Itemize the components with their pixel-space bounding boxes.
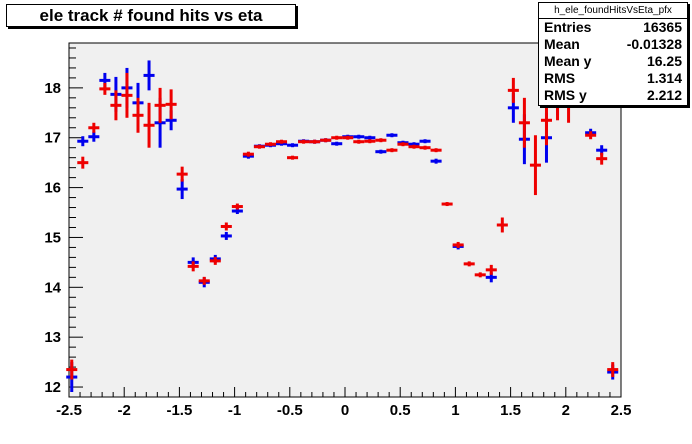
stats-value: 1.314 bbox=[646, 70, 682, 86]
data-point bbox=[264, 142, 276, 147]
data-point bbox=[430, 158, 442, 164]
data-point bbox=[419, 145, 431, 150]
stats-label: RMS y bbox=[544, 87, 587, 103]
y-tick-label: 18 bbox=[44, 80, 61, 97]
data-point bbox=[331, 141, 343, 146]
data-point bbox=[364, 135, 376, 140]
data-point bbox=[474, 272, 486, 278]
data-point bbox=[276, 139, 288, 144]
data-point bbox=[607, 362, 619, 378]
stats-label: Mean y bbox=[544, 53, 592, 69]
data-point bbox=[143, 60, 155, 91]
stats-row: Mean y 16.25 bbox=[539, 53, 687, 70]
data-point bbox=[441, 202, 453, 207]
data-point bbox=[430, 148, 442, 153]
data-point bbox=[419, 139, 431, 144]
y-tick-label: 12 bbox=[44, 379, 61, 396]
data-point bbox=[187, 261, 199, 272]
y-tick-label: 17 bbox=[44, 130, 61, 147]
data-point bbox=[220, 222, 232, 231]
x-tick-label: 0.5 bbox=[390, 402, 411, 419]
x-tick-label: 2.5 bbox=[611, 402, 632, 419]
data-point bbox=[154, 87, 166, 123]
stats-row: Mean -0.01328 bbox=[539, 36, 687, 53]
data-point bbox=[320, 138, 332, 143]
chart-title: ele track # found hits vs eta bbox=[6, 4, 296, 27]
stats-row: RMS y 2.212 bbox=[539, 87, 687, 104]
data-point bbox=[287, 155, 299, 160]
stats-value: 16.25 bbox=[646, 53, 682, 69]
data-point bbox=[386, 133, 398, 138]
y-tick-label: 13 bbox=[44, 329, 61, 346]
y-tick-label: 16 bbox=[44, 180, 61, 197]
data-point bbox=[485, 264, 497, 275]
data-point bbox=[242, 151, 254, 157]
data-point bbox=[386, 148, 398, 153]
data-point bbox=[88, 131, 100, 142]
x-tick-label: -2 bbox=[118, 402, 131, 419]
data-point bbox=[408, 144, 420, 149]
data-point bbox=[287, 143, 299, 148]
data-point bbox=[585, 131, 597, 140]
data-point bbox=[110, 90, 122, 121]
data-point bbox=[375, 138, 387, 143]
data-point bbox=[463, 261, 475, 267]
data-point bbox=[231, 203, 243, 210]
data-point bbox=[342, 135, 354, 140]
x-tick-label: 1 bbox=[451, 402, 459, 419]
data-point bbox=[143, 102, 155, 148]
data-point bbox=[397, 142, 409, 147]
stats-value: -0.01328 bbox=[626, 36, 682, 52]
data-point bbox=[375, 149, 387, 154]
axes: -2.5 -2 -1.5 -1 -0.5 0 0.5 1 1.5 2 2.5 12 13 14 15 16 17… bbox=[44, 47, 632, 419]
data-point bbox=[253, 144, 265, 149]
data-point bbox=[298, 139, 310, 144]
stats-value: 2.212 bbox=[646, 87, 682, 103]
x-tick-label: -1.5 bbox=[166, 402, 192, 419]
stats-box: h_ele_foundHitsVsEta_pfx Entries 16365 M… bbox=[538, 2, 688, 106]
x-tick-label: 2 bbox=[562, 402, 570, 419]
data-point bbox=[77, 156, 89, 169]
y-tick-label: 15 bbox=[44, 229, 61, 246]
x-tick-label: -0.5 bbox=[277, 402, 303, 419]
data-point bbox=[220, 231, 232, 240]
data-point bbox=[496, 217, 508, 233]
x-tick-label: 1.5 bbox=[500, 402, 521, 419]
x-tick-label: 0 bbox=[341, 402, 349, 419]
data-point bbox=[176, 179, 188, 200]
x-tick-label: -2.5 bbox=[56, 402, 82, 419]
data-point bbox=[198, 276, 210, 285]
y-tick-label: 14 bbox=[44, 279, 61, 296]
data-point bbox=[88, 122, 100, 133]
data-point bbox=[452, 241, 464, 248]
stats-label: RMS bbox=[544, 70, 576, 86]
data-point bbox=[309, 139, 321, 144]
data-point bbox=[99, 82, 111, 95]
stats-label: Entries bbox=[544, 19, 592, 35]
data-point bbox=[529, 135, 541, 196]
x-tick-label: -1 bbox=[228, 402, 241, 419]
data-point bbox=[353, 134, 365, 139]
data-point bbox=[121, 72, 133, 118]
data-point bbox=[66, 359, 78, 380]
stats-value: 16365 bbox=[643, 19, 682, 35]
stats-name: h_ele_foundHitsVsEta_pfx bbox=[539, 3, 687, 19]
data-point bbox=[77, 136, 89, 147]
data-point bbox=[176, 166, 188, 182]
data-point bbox=[209, 256, 221, 265]
data-point bbox=[507, 77, 519, 103]
data-point bbox=[364, 139, 376, 144]
data-point bbox=[518, 97, 530, 148]
data-point bbox=[596, 152, 608, 165]
data-point bbox=[165, 89, 177, 120]
data-point bbox=[353, 139, 365, 144]
data-point bbox=[331, 135, 343, 140]
stats-label: Mean bbox=[544, 36, 580, 52]
data-point bbox=[132, 97, 144, 133]
stats-row: Entries 16365 bbox=[539, 19, 687, 36]
stats-row: RMS 1.314 bbox=[539, 70, 687, 87]
